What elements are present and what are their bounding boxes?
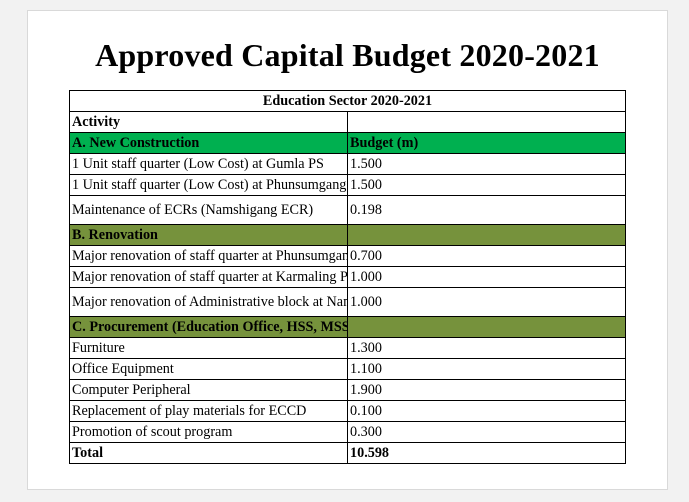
total-label: Total	[69, 442, 348, 464]
table-row: Major renovation of staff quarter at Phu…	[69, 245, 626, 267]
budget-cell: 0.300	[347, 421, 626, 443]
section-heading-row: B. Renovation	[69, 224, 626, 246]
table-row: Furniture 1.300	[69, 337, 626, 359]
budget-cell: 1.000	[347, 266, 626, 288]
activity-cell: Major renovation of Administrative block…	[69, 287, 348, 317]
activity-cell: Maintenance of ECRs (Namshigang ECR)	[69, 195, 348, 225]
section-heading: B. Renovation	[69, 224, 348, 246]
budget-cell: 0.198	[347, 195, 626, 225]
budget-cell: 1.300	[347, 337, 626, 359]
budget-table: Education Sector 2020-2021 Activity A. N…	[69, 90, 626, 464]
activity-cell: Furniture	[69, 337, 348, 359]
table-row: Maintenance of ECRs (Namshigang ECR) 0.1…	[69, 195, 626, 225]
activity-cell: Promotion of scout program	[69, 421, 348, 443]
budget-header: Budget (m)	[347, 132, 626, 154]
activity-header: Activity	[69, 111, 348, 133]
budget-cell: 1.500	[347, 153, 626, 175]
budget-cell: 0.700	[347, 245, 626, 267]
table-caption: Education Sector 2020-2021	[69, 90, 626, 112]
activity-cell: 1 Unit staff quarter (Low Cost) at Phuns…	[69, 174, 348, 196]
table-row: 1 Unit staff quarter (Low Cost) at Gumla…	[69, 153, 626, 175]
activity-header-empty	[347, 111, 626, 133]
total-row: Total 10.598	[69, 442, 626, 464]
activity-cell: Computer Peripheral	[69, 379, 348, 401]
budget-cell: 1.500	[347, 174, 626, 196]
activity-cell: Major renovation of staff quarter at Kar…	[69, 266, 348, 288]
budget-cell: 1.100	[347, 358, 626, 380]
section-heading-row: C. Procurement (Education Office, HSS, M…	[69, 316, 626, 338]
table-row: Replacement of play materials for ECCD 0…	[69, 400, 626, 422]
table-row: Office Equipment 1.100	[69, 358, 626, 380]
section-heading-empty	[347, 316, 626, 338]
table-caption-row: Education Sector 2020-2021	[69, 90, 626, 112]
budget-cell: 1.900	[347, 379, 626, 401]
total-value: 10.598	[347, 442, 626, 464]
budget-cell: 0.100	[347, 400, 626, 422]
section-heading: A. New Construction	[69, 132, 348, 154]
table-row: Promotion of scout program 0.300	[69, 421, 626, 443]
table-row: Major renovation of staff quarter at Kar…	[69, 266, 626, 288]
table-row: Major renovation of Administrative block…	[69, 287, 626, 317]
activity-cell: Replacement of play materials for ECCD	[69, 400, 348, 422]
table-row: Computer Peripheral 1.900	[69, 379, 626, 401]
activity-cell: Office Equipment	[69, 358, 348, 380]
activity-cell: 1 Unit staff quarter (Low Cost) at Gumla…	[69, 153, 348, 175]
table-row: 1 Unit staff quarter (Low Cost) at Phuns…	[69, 174, 626, 196]
page-title: Approved Capital Budget 2020-2021	[95, 37, 600, 73]
section-heading-row: A. New Construction Budget (m)	[69, 132, 626, 154]
activity-header-row: Activity	[69, 111, 626, 133]
slide: Approved Capital Budget 2020-2021 Educat…	[27, 10, 668, 490]
budget-cell: 1.000	[347, 287, 626, 317]
section-heading-empty	[347, 224, 626, 246]
section-heading: C. Procurement (Education Office, HSS, M…	[69, 316, 348, 338]
activity-cell: Major renovation of staff quarter at Phu…	[69, 245, 348, 267]
